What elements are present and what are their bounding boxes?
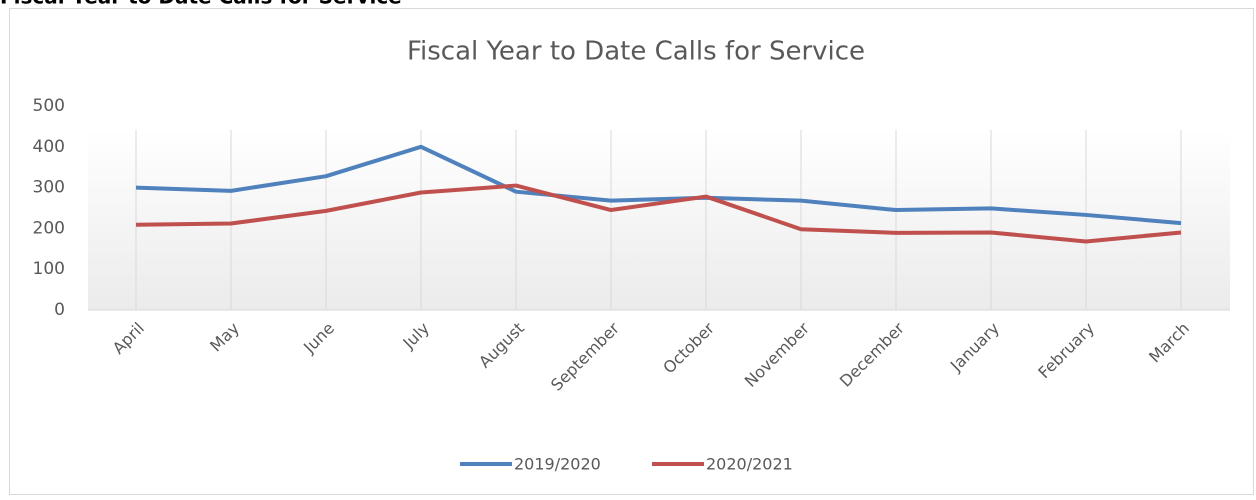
- x-tick-label: March: [1145, 319, 1193, 367]
- series-line: [135, 144, 1182, 226]
- legend-label: 2019/2020: [514, 455, 601, 474]
- page-title: Fiscal Year to Date Calls for Service: [0, 0, 402, 9]
- x-tick-label: May: [206, 319, 243, 356]
- y-tick-label: 100: [33, 259, 65, 279]
- x-tick-label: January: [946, 319, 1003, 376]
- series-line: [135, 183, 1182, 244]
- chart-frame: [9, 8, 1254, 495]
- x-tick-label: October: [659, 318, 718, 377]
- x-tick-label: September: [547, 318, 623, 394]
- y-tick-label: 200: [33, 218, 65, 238]
- y-tick-label: 300: [33, 178, 65, 198]
- y-tick-label: 500: [33, 96, 65, 116]
- x-tick-label: November: [741, 318, 814, 391]
- chart-title: Fiscal Year to Date Calls for Service: [407, 37, 865, 67]
- x-tick-label: April: [109, 319, 148, 358]
- legend-label: 2020/2021: [706, 455, 793, 474]
- plot-background: [88, 130, 1230, 310]
- x-tick-label: July: [399, 319, 433, 353]
- x-tick-label: June: [299, 319, 338, 358]
- x-tick-label: December: [836, 318, 908, 390]
- y-tick-label: 0: [54, 300, 65, 320]
- y-tick-label: 400: [33, 137, 65, 157]
- x-tick-label: August: [475, 319, 528, 372]
- x-tick-label: February: [1034, 319, 1098, 383]
